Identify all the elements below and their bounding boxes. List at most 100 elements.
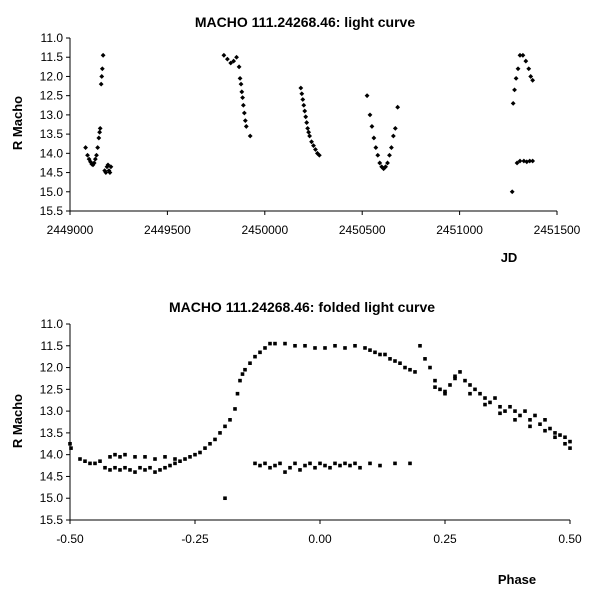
chart2-data-point	[333, 461, 337, 466]
chart1-data-point	[302, 108, 308, 114]
chart1-x-tick-label: 2450500	[339, 223, 386, 237]
chart2-data-point	[268, 465, 272, 470]
chart1-data-point	[515, 66, 521, 72]
chart2-data-point	[69, 446, 73, 450]
chart2-data-point	[408, 461, 412, 466]
chart2-plot-area: 11.0 11.5 12.0 12.5 13.0 13.5 14.0 14.5 15.0 15.5…	[40, 317, 582, 546]
chart2-data-point	[158, 468, 162, 472]
chart2-data-point	[358, 465, 362, 470]
chart1-data-point	[105, 162, 111, 168]
chart2-data-point	[543, 428, 547, 433]
chart1-data-point	[390, 133, 396, 139]
chart2-data-point	[273, 341, 277, 346]
chart2-data-point	[263, 346, 267, 350]
chart1-data-point	[307, 133, 313, 139]
chart2-data-point	[378, 352, 382, 357]
chart1-data-point	[100, 52, 106, 58]
chart1-y-tick-label: 14.5	[40, 166, 64, 180]
chart1-data-point	[231, 58, 237, 64]
chart1-data-point	[107, 170, 113, 175]
chart1-data-point	[98, 81, 104, 87]
chart2-data-point	[428, 365, 432, 370]
chart1-data-point	[103, 170, 109, 175]
chart2-data-point	[168, 463, 172, 468]
chart1-data-point	[96, 135, 102, 141]
chart2-data-point	[483, 402, 487, 407]
chart2-data-point	[418, 343, 422, 348]
chart2-data-point	[123, 465, 127, 470]
chart1-data-point	[375, 152, 381, 158]
chart2-data-point	[473, 387, 477, 392]
chart2-data-point	[240, 372, 245, 376]
chart2-x-tick-label: 0.25	[433, 532, 457, 546]
chart1-data-point	[88, 159, 93, 165]
chart2-data-point	[253, 354, 257, 359]
chart1-ylabel: R Macho	[10, 96, 25, 150]
chart1-data-point	[238, 81, 244, 87]
chart1-data-point	[95, 145, 101, 150]
chart1-x-tick-label: 2449500	[144, 223, 191, 237]
chart2-data-point	[463, 378, 467, 383]
chart1-data-point	[304, 120, 310, 125]
chart1-data-point	[301, 102, 307, 108]
chart1-y-tick-label: 11.5	[41, 50, 64, 64]
chart2-data-point	[368, 348, 372, 352]
chart2-data-point	[263, 461, 267, 466]
chart2-data-point	[488, 400, 492, 405]
chart2-data-point	[558, 433, 562, 437]
chart2-data-point	[183, 457, 187, 461]
chart2-data-point	[118, 455, 122, 459]
chart2-data-point	[163, 465, 167, 470]
chart1-data-point	[371, 135, 377, 141]
chart1-data-point	[528, 74, 534, 79]
chart2-data-point	[453, 374, 457, 379]
chart2-data-point	[123, 452, 127, 457]
chart2-data-point	[353, 461, 357, 466]
chart2-data-point	[348, 463, 352, 468]
chart2-data-point	[173, 461, 177, 466]
chart2-data-point	[108, 455, 112, 459]
chart1-data-point	[236, 64, 242, 70]
chart2-data-point	[498, 404, 502, 409]
chart2-data-point	[433, 378, 437, 383]
chart1-data-point	[221, 52, 227, 58]
chart1-data-point	[520, 52, 526, 58]
chart2-y-tick-label: 13.5	[40, 426, 64, 440]
chart2-data-point	[228, 418, 232, 422]
chart2-data-point	[368, 461, 372, 466]
chart1-data-point	[243, 124, 249, 129]
chart1-data-point	[379, 164, 385, 170]
chart1-data-point	[228, 60, 234, 66]
chart1-data-point	[99, 66, 105, 72]
chart2-x-tick-label: -0.50	[56, 532, 84, 546]
chart1-data-point	[514, 160, 520, 166]
chart2-data-point	[173, 457, 177, 461]
chart2-data-point	[308, 461, 312, 466]
chart1-data-point	[224, 56, 230, 62]
chart1-data-point	[97, 125, 103, 131]
chart2-data-point	[218, 431, 222, 435]
chart2-title: MACHO 111.24268.46: folded light curve	[169, 299, 435, 315]
chart2-data-point	[413, 370, 417, 374]
chart1-data-point	[299, 91, 305, 97]
chart2-data-point	[193, 452, 197, 457]
chart2-data-point	[288, 465, 292, 470]
chart2-data-point	[103, 465, 107, 470]
chart2-y-tick-label: 12.5	[40, 382, 64, 396]
chart2-x-tick-label: 0.00	[308, 532, 332, 546]
chart2-data-point	[313, 346, 317, 350]
chart2-x-tick-label: -0.25	[181, 532, 209, 546]
chart2-data-point	[235, 391, 240, 396]
chart2-data-point	[523, 409, 527, 413]
chart2-data-point	[528, 424, 532, 429]
chart2-data-point	[248, 361, 252, 365]
chart1-y-tick-label: 15.5	[40, 204, 64, 218]
chart2-data-point	[568, 446, 572, 450]
chart1-data-point	[389, 145, 394, 150]
chart2-data-point	[303, 343, 307, 348]
chart2-data-point	[498, 411, 502, 416]
chart1-data-point	[90, 162, 96, 168]
chart1-data-point	[530, 158, 536, 164]
chart1-plot-area: 11.0 11.5 12.0 12.5 13.0 13.5 14.0 14.5 15.0 15.5…	[40, 31, 581, 237]
